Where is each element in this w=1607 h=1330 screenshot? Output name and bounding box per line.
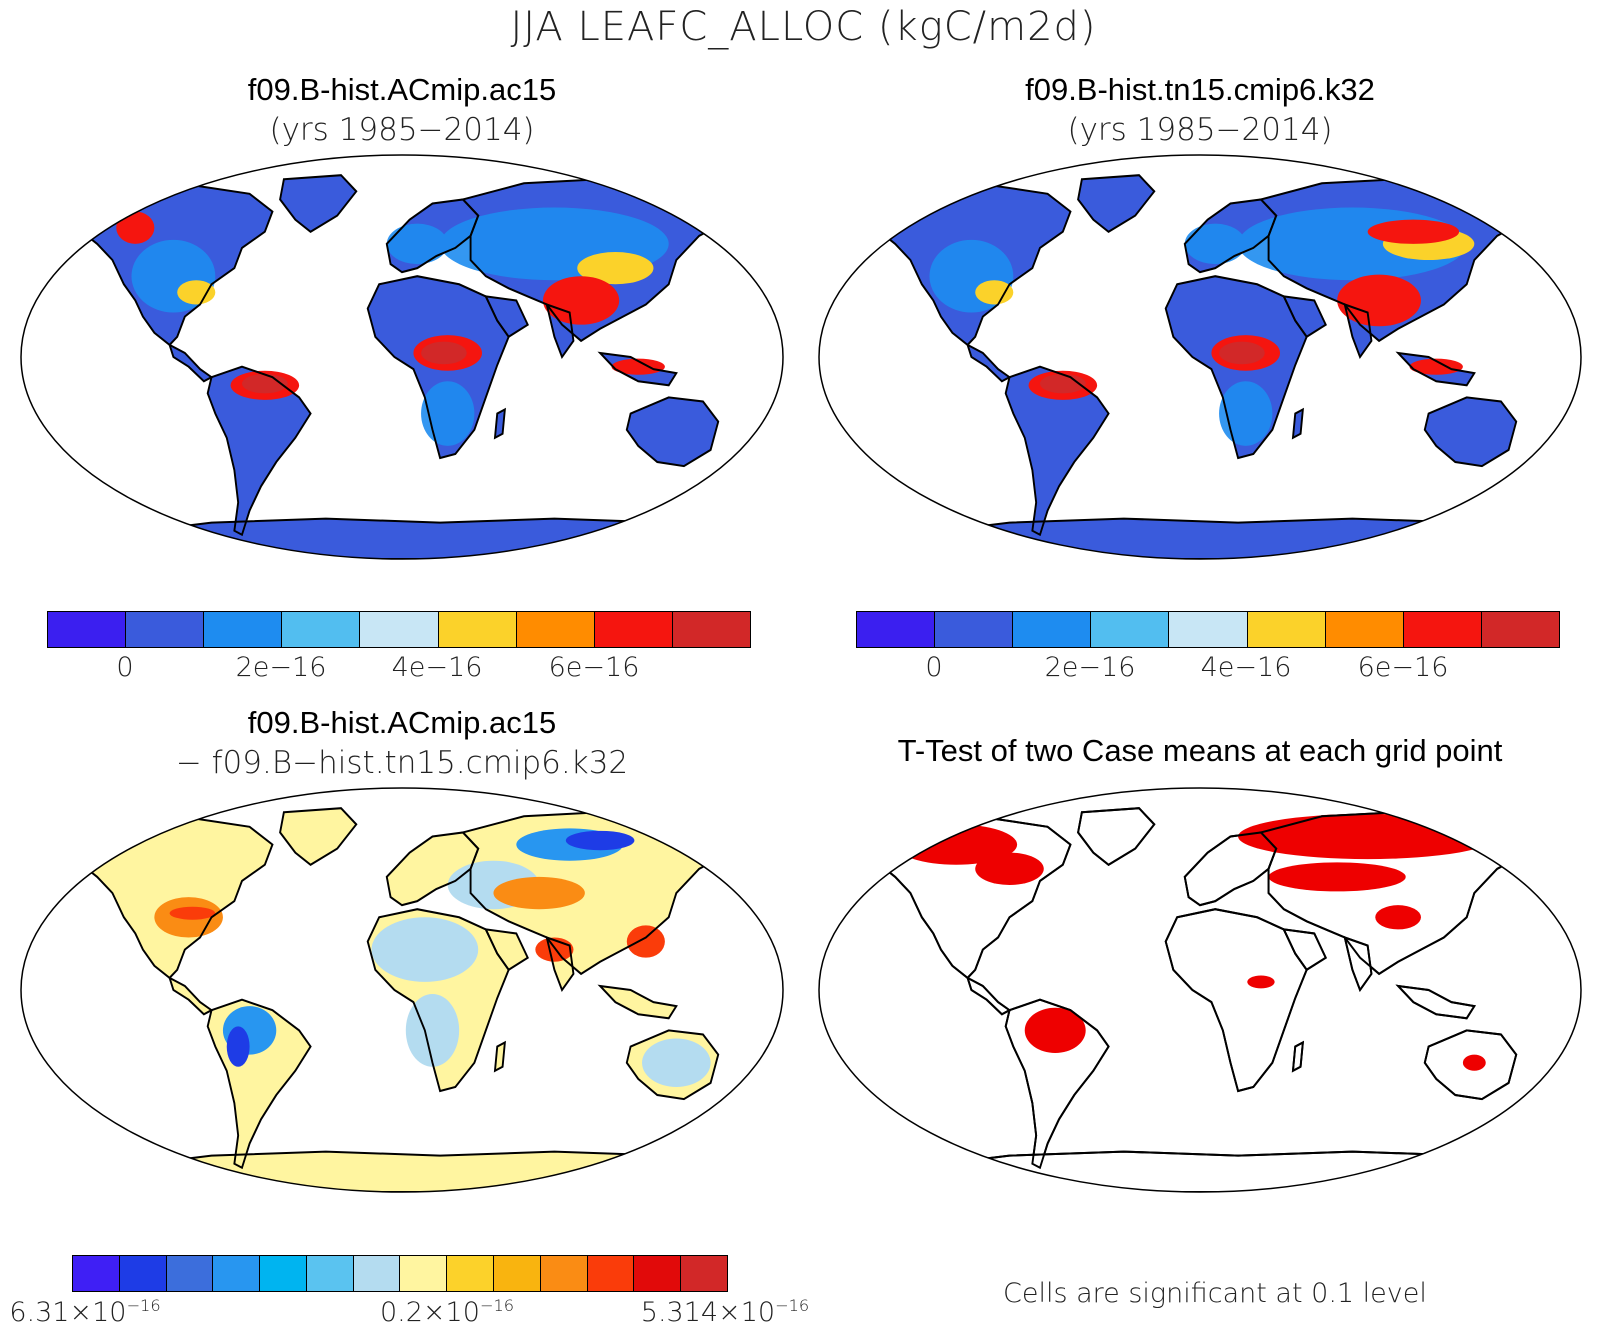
colorbar-bottom-left-swatch-2 — [166, 1256, 214, 1291]
colorbar-bottom-left-swatch-7 — [400, 1256, 448, 1291]
colorbar-top-left-swatch-6 — [516, 612, 595, 647]
colorbar-top-left-swatch-1 — [126, 612, 205, 647]
map-border-top-left — [20, 154, 784, 560]
colorbar-bottom-left-label-min: 6.31×10−16 — [9, 1296, 161, 1328]
colorbar-bottom-left-swatch-6 — [353, 1256, 401, 1291]
panel-title-top-right: f09.B-hist.tn15.cmip6.k32 — [1025, 72, 1375, 107]
colorbar-bottom-left-label-mid: 0.2×10−16 — [379, 1296, 515, 1328]
panel-subtitle-top-left: (yrs 1985−2014) — [269, 112, 535, 148]
colorbar-top-left-swatch-0 — [48, 612, 127, 647]
panel-title-bottom-right: T-Test of two Case means at each grid po… — [897, 733, 1503, 768]
colorbar-top-right-tick-0: 0 — [925, 652, 943, 683]
colorbar-top-left-tick-1: 2e−16 — [235, 652, 327, 683]
colorbar-top-left — [47, 611, 751, 648]
colorbar-bottom-left-swatch-8 — [447, 1256, 495, 1291]
map-bottom-left — [21, 788, 783, 1192]
colorbar-top-right-tick-2: 4e−16 — [1200, 652, 1292, 683]
map-border-top-right — [818, 154, 1582, 560]
colorbar-top-left-tick-3: 6e−16 — [548, 652, 640, 683]
colorbar-top-left-swatch-4 — [360, 612, 439, 647]
colorbar-bottom-left-swatch-9 — [494, 1256, 541, 1291]
colorbar-bottom-left-label-max: 5.314×10−16 — [640, 1296, 810, 1328]
colorbar-top-left-swatch-7 — [594, 612, 673, 647]
colorbar-bottom-left-swatch-4 — [260, 1256, 307, 1291]
map-bottom-right — [819, 788, 1581, 1192]
colorbar-top-right-tick-1: 2e−16 — [1044, 652, 1136, 683]
colorbar-bottom-left-swatch-1 — [119, 1256, 167, 1291]
colorbar-top-left-tick-2: 4e−16 — [391, 652, 483, 683]
colorbar-top-right-swatch-4 — [1169, 612, 1248, 647]
colorbar-top-right-swatch-6 — [1325, 612, 1404, 647]
significance-note: Cells are significant at 0.1 level — [1003, 1278, 1427, 1309]
map-border-bottom-left — [20, 787, 784, 1193]
colorbar-top-right-swatch-8 — [1481, 612, 1559, 647]
map-border-bottom-right — [818, 787, 1582, 1193]
panel-title-bottom-left: f09.B-hist.ACmip.ac15 — [247, 705, 557, 740]
colorbar-top-left-swatch-3 — [282, 612, 361, 647]
colorbar-top-left-swatch-5 — [438, 612, 517, 647]
colorbar-top-right-swatch-1 — [935, 612, 1014, 647]
colorbar-bottom-left-swatch-3 — [213, 1256, 261, 1291]
colorbar-top-right-swatch-3 — [1091, 612, 1170, 647]
colorbar-bottom-left-swatch-12 — [634, 1256, 682, 1291]
colorbar-bottom-left-swatch-5 — [306, 1256, 354, 1291]
colorbar-top-right-swatch-2 — [1013, 612, 1092, 647]
colorbar-bottom-left-swatch-10 — [540, 1256, 588, 1291]
colorbar-top-left-swatch-2 — [204, 612, 283, 647]
colorbar-top-right-tick-3: 6e−16 — [1357, 652, 1449, 683]
panel-title-top-left: f09.B-hist.ACmip.ac15 — [247, 72, 557, 107]
colorbar-top-right-swatch-5 — [1247, 612, 1326, 647]
map-top-left — [21, 155, 783, 559]
panel-subtitle-bottom-left: − f09.B−hist.tn15.cmip6.k32 — [175, 745, 629, 781]
colorbar-top-left-swatch-8 — [672, 612, 750, 647]
colorbar-bottom-left — [72, 1255, 728, 1292]
colorbar-bottom-left-swatch-11 — [587, 1256, 635, 1291]
colorbar-bottom-left-swatch-13 — [681, 1256, 727, 1291]
colorbar-top-right — [856, 611, 1560, 648]
colorbar-top-left-tick-0: 0 — [116, 652, 134, 683]
colorbar-top-right-swatch-7 — [1403, 612, 1482, 647]
colorbar-bottom-left-swatch-0 — [73, 1256, 120, 1291]
colorbar-top-right-swatch-0 — [857, 612, 936, 647]
figure-title: JJA LEAFC_ALLOC (kgC/m2d) — [510, 4, 1097, 50]
panel-subtitle-top-right: (yrs 1985−2014) — [1067, 112, 1333, 148]
map-top-right — [819, 155, 1581, 559]
